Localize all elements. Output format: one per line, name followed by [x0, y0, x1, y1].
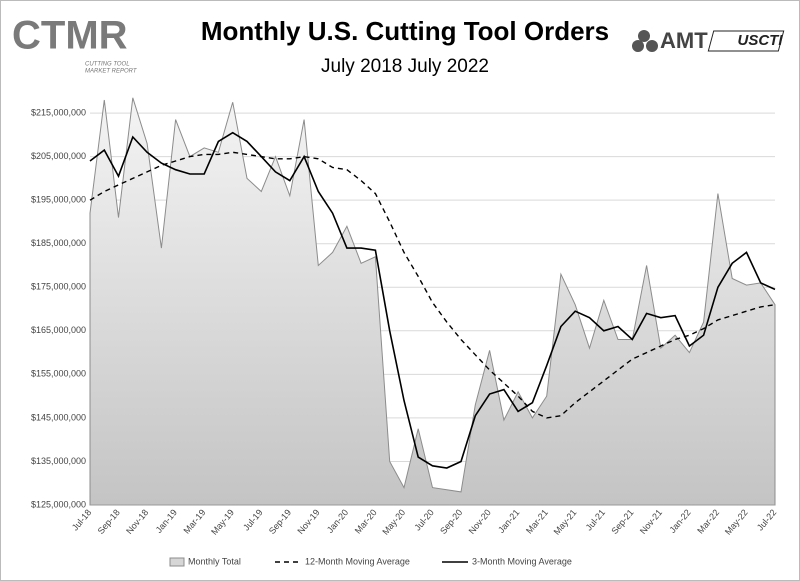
- y-tick-label: $145,000,000: [31, 412, 86, 422]
- legend-label: 3-Month Moving Average: [472, 556, 572, 566]
- y-tick-label: $155,000,000: [31, 369, 86, 379]
- y-tick-label: $175,000,000: [31, 282, 86, 292]
- line: [89, 151, 776, 419]
- logo-tagline: MARKET REPORT: [85, 69, 138, 75]
- chart-subtitle: July 2018 July 2022: [321, 56, 489, 77]
- y-tick-label: $185,000,000: [31, 238, 86, 248]
- area: [89, 97, 776, 506]
- logo-uscti-box: [707, 30, 785, 52]
- logo-tagline: CUTTING TOOL: [85, 62, 130, 68]
- chart-title: Monthly U.S. Cutting Tool Orders: [201, 16, 609, 46]
- logo-amt-icon: [632, 30, 658, 52]
- y-tick-label: $165,000,000: [31, 325, 86, 335]
- logo-uscti: USCTI: [738, 32, 784, 49]
- legend-swatch: [169, 557, 185, 567]
- line: [89, 131, 776, 469]
- y-tick-label: $215,000,000: [31, 107, 86, 117]
- y-tick-label: $135,000,000: [31, 456, 86, 466]
- legend-label: Monthly Total: [188, 556, 241, 566]
- logo-amt: AMT: [660, 28, 708, 53]
- legend-label: 12-Month Moving Average: [305, 556, 410, 566]
- y-tick-label: $205,000,000: [31, 151, 86, 161]
- logo-ctmr: CTMR: [12, 14, 128, 58]
- y-tick-label: $125,000,000: [31, 499, 86, 509]
- y-tick-label: $195,000,000: [31, 195, 86, 205]
